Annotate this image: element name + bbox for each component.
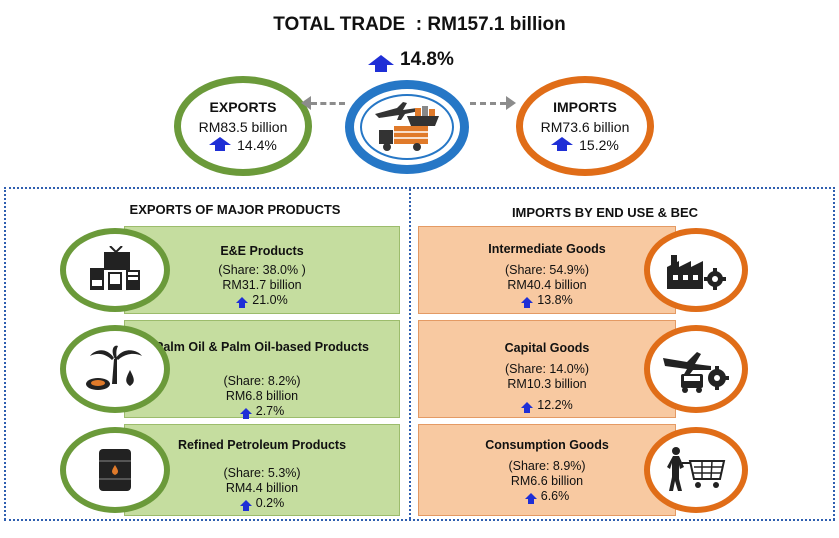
imports-growth-value: 15.2% (579, 137, 619, 153)
up-arrow-icon (236, 297, 249, 308)
import-item-share: (Share: 54.9%) (504, 263, 590, 277)
import-item-growth: 13.8% (419, 293, 675, 308)
oil-barrel-icon (99, 449, 131, 491)
total-trade-title: TOTAL TRADE : RM157.1 billion (0, 14, 839, 36)
exports-title: EXPORTS (209, 99, 277, 115)
total-trade-growth-value: 14.8% (400, 49, 454, 70)
factory-icon (667, 255, 726, 290)
export-item-growth-value: 2.7% (255, 404, 285, 418)
export-item-value: RM4.4 billion (225, 481, 299, 495)
up-arrow-icon (239, 500, 252, 511)
export-item-value: RM31.7 billion (222, 278, 302, 292)
oil-barrel-icon-badge (60, 427, 170, 513)
import-item-consumption-goods: Consumption Goods (Share: 8.9%) RM6.6 bi… (418, 424, 676, 516)
total-trade-label: TOTAL TRADE (273, 14, 406, 35)
up-arrow-icon (209, 137, 232, 151)
trade-transport-icon (345, 80, 469, 174)
bottom-divider (4, 519, 835, 521)
exports-growth-value: 14.4% (237, 137, 277, 153)
arrow-left-icon (301, 96, 311, 110)
arrow-right-icon (506, 96, 516, 110)
exports-growth: 14.4% (181, 137, 305, 153)
up-arrow-icon (368, 55, 394, 72)
export-item-share: (Share: 38.0% ) (218, 263, 306, 277)
import-item-capital-goods: Capital Goods (Share: 14.0%) RM10.3 bill… (418, 320, 676, 418)
electronics-icon (90, 246, 140, 290)
export-item-growth-value: 0.2% (255, 496, 285, 510)
up-arrow-icon (521, 297, 534, 308)
transport-icon (375, 102, 439, 151)
imports-growth: 15.2% (523, 137, 647, 153)
exports-section-title: EXPORTS OF MAJOR PRODUCTS (129, 202, 341, 217)
up-arrow-icon (521, 402, 534, 413)
machinery-icon (663, 352, 729, 393)
palm-oil-icon (86, 345, 142, 390)
dashed-connector (470, 102, 506, 105)
export-item-growth: 2.7% (125, 404, 399, 419)
factory-icon-badge (644, 228, 748, 312)
import-item-growth-value: 12.2% (537, 398, 573, 412)
imports-value: RM73.6 billion (540, 119, 630, 135)
imports-title: IMPORTS (553, 99, 617, 115)
import-item-value: RM10.3 billion (507, 377, 587, 391)
shopping-cart-icon-badge (644, 427, 748, 513)
up-arrow-icon (239, 408, 252, 419)
import-item-share: (Share: 8.9%) (508, 459, 586, 473)
import-item-value: RM6.6 billion (510, 474, 584, 488)
export-item-name: Refined Petroleum Products (177, 438, 347, 452)
import-item-name: Intermediate Goods (488, 242, 606, 256)
export-item-name: E&E Products (220, 244, 304, 258)
export-item-value: RM6.8 billion (225, 389, 299, 403)
import-item-growth: 6.6% (419, 489, 675, 504)
right-edge-divider (833, 187, 835, 520)
export-item-ee-products: E&E Products (Share: 38.0% ) RM31.7 bill… (124, 226, 400, 314)
top-divider (4, 187, 835, 189)
machinery-icon-badge (644, 325, 748, 413)
import-item-growth: 12.2% (419, 398, 675, 413)
palm-oil-icon-badge (60, 325, 170, 413)
export-item-growth: 0.2% (125, 496, 399, 511)
up-arrow-icon (524, 493, 537, 504)
export-item-name: Palm Oil & Palm Oil-based Products (155, 340, 369, 354)
import-item-growth-value: 13.8% (537, 293, 573, 307)
inner-ring (360, 94, 454, 160)
imports-summary: IMPORTS RM73.6 billion 15.2% (516, 76, 654, 176)
import-item-name: Capital Goods (504, 341, 590, 355)
import-item-intermediate-goods: Intermediate Goods (Share: 54.9%) RM40.4… (418, 226, 676, 314)
import-item-share: (Share: 14.0%) (504, 362, 590, 376)
import-item-name: Consumption Goods (485, 438, 609, 452)
electronics-icon-badge (60, 228, 170, 312)
export-item-palm-oil: Palm Oil & Palm Oil-based Products (Shar… (124, 320, 400, 419)
export-item-share: (Share: 5.3%) (223, 466, 301, 480)
exports-summary: EXPORTS RM83.5 billion 14.4% (174, 76, 312, 176)
exports-value: RM83.5 billion (198, 119, 288, 135)
import-item-growth-value: 6.6% (540, 489, 570, 503)
imports-section-title: IMPORTS BY END USE & BEC (511, 205, 699, 220)
total-trade-value: : RM157.1 billion (415, 14, 566, 35)
import-item-value: RM40.4 billion (507, 278, 587, 292)
center-divider (409, 189, 411, 519)
left-edge-divider (4, 187, 6, 520)
export-item-refined-petroleum: Refined Petroleum Products (Share: 5.3%)… (124, 424, 400, 516)
export-item-growth: 21.0% (125, 293, 399, 308)
export-item-growth-value: 21.0% (252, 293, 288, 307)
shopping-cart-icon (667, 447, 726, 491)
total-trade-growth: 14.8% (368, 46, 454, 74)
dashed-connector (311, 102, 345, 105)
export-item-share: (Share: 8.2%) (223, 374, 301, 388)
up-arrow-icon (551, 137, 574, 151)
